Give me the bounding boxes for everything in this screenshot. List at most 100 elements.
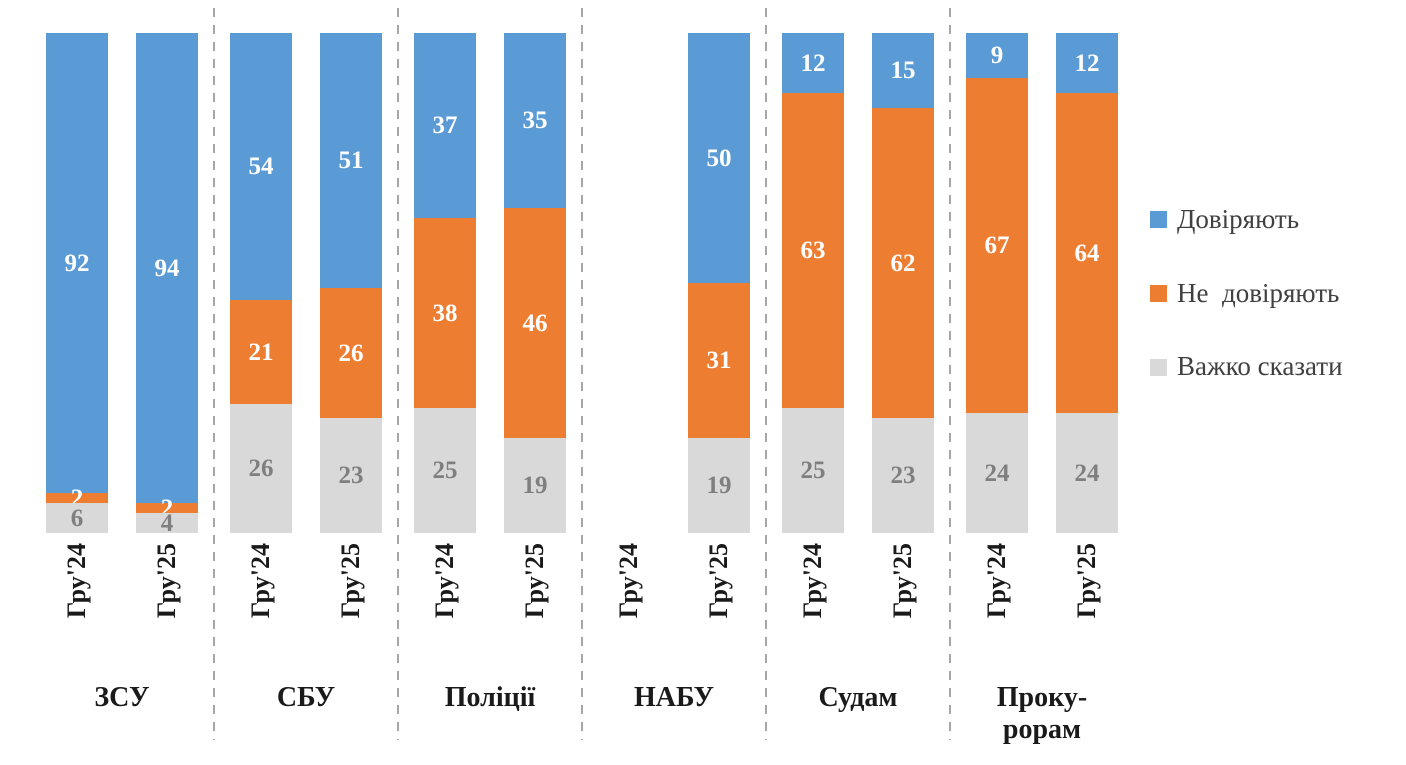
stacked-bar: 54 21 26	[230, 33, 292, 533]
bar-segment: 12	[782, 33, 844, 93]
bar-slot: 54 21 26	[230, 33, 292, 533]
group-label: Поліції	[444, 682, 536, 713]
bar-value-label: 19	[522, 472, 548, 499]
bar-value-label: 6	[70, 504, 84, 532]
stacked-bar: 35 46 19	[504, 33, 566, 533]
bar-slot: 92 2 6	[46, 33, 108, 533]
bar-segment: 4	[136, 511, 198, 536]
bar-segment: 9	[966, 33, 1028, 78]
bar-segment: 38	[414, 218, 476, 408]
stacked-bar: 94 2 4	[136, 33, 198, 536]
bar-value-label: 92	[64, 249, 90, 277]
group-label: Проку-рорам	[996, 682, 1088, 746]
bar-value-label: 67	[984, 232, 1010, 259]
stacked-bar: 51 26 23	[320, 33, 382, 533]
bar-segment: 62	[872, 108, 934, 418]
legend-label: Не довіряють	[1177, 277, 1340, 308]
bar-value-label: 35	[522, 107, 548, 134]
bar-value-label: 9	[990, 42, 1004, 69]
bar-segment: 25	[782, 408, 844, 533]
x-axis-tick-label: Гру'25	[520, 543, 549, 619]
bar-segment: 15	[872, 33, 934, 108]
legend-label: Важко сказати	[1177, 351, 1343, 382]
bar-segment: 12	[1056, 33, 1118, 93]
bar-value-label: 31	[706, 347, 732, 374]
bar-segment: 94	[136, 33, 198, 503]
bar-segment: 35	[504, 33, 566, 208]
bar-value-label: 54	[248, 153, 274, 181]
bar-slot: 12 63 25	[782, 33, 844, 533]
bar-segment: 26	[320, 288, 382, 418]
bar-value-label: 64	[1074, 239, 1100, 267]
chart-group: 50 31 19 Гру'24 Гру'25 НАБУ	[582, 33, 766, 746]
bar-segment: 21	[230, 300, 292, 405]
bar-slot: 94 2 4	[136, 33, 198, 536]
x-axis-tick-label: Гру'24	[430, 543, 459, 619]
bar-segment: 25	[414, 408, 476, 533]
x-axis-tick-label: Гру'24	[246, 543, 275, 619]
group-separator-line	[397, 8, 399, 740]
chart-legend: Довіряють Не довіряють Важко сказати	[1150, 204, 1343, 382]
bar-value-label: 25	[432, 457, 458, 484]
bar-value-label: 12	[800, 49, 826, 77]
bar-segment: 23	[872, 418, 934, 533]
group-separator-line	[949, 8, 951, 740]
bar-slot: 51 26 23	[320, 33, 382, 533]
bar-value-label: 50	[706, 144, 732, 172]
bar-segment: 6	[46, 503, 108, 533]
bar-value-label: 38	[432, 299, 458, 327]
x-axis-tick-label: Гру'25	[1072, 543, 1101, 619]
group-label: Судам	[818, 682, 898, 713]
chart-group: 92 2 6 94 2 4 Гру'24 Гру'25 ЗСУ	[30, 33, 214, 746]
bar-segment: 26	[230, 404, 292, 533]
x-axis-tick-label: Гру'25	[336, 543, 365, 619]
legend-item: Важко сказати	[1150, 352, 1343, 382]
bar-segment: 51	[320, 33, 382, 288]
bar-value-label: 94	[154, 254, 180, 282]
x-axis-tick-label: Гру'24	[62, 543, 91, 619]
group-separator-line	[765, 8, 767, 740]
stacked-bar-chart: 92 2 6 94 2 4 Гру'24 Гру'25 ЗСУ 54 21 26 51 26 23 Гру'2…	[30, 8, 1134, 746]
legend-swatch	[1150, 211, 1167, 229]
bar-value-label: 19	[706, 472, 732, 499]
bar-value-label: 21	[248, 338, 274, 366]
legend-item: Не довіряють	[1150, 277, 1343, 309]
stacked-bar: 92 2 6	[46, 33, 108, 533]
bar-value-label: 26	[248, 455, 274, 483]
bar-value-label: 12	[1074, 49, 1100, 77]
x-axis-tick-label: Гру'25	[888, 543, 917, 619]
stacked-bar: 12 64 24	[1056, 33, 1118, 533]
x-axis-tick-label: Гру'25	[152, 543, 181, 619]
bar-segment: 19	[504, 438, 566, 533]
group-label: СБУ	[276, 682, 336, 713]
bar-segment: 31	[688, 283, 750, 438]
bar-segment: 63	[782, 93, 844, 408]
bar-value-label: 23	[890, 462, 916, 489]
stacked-bar: 50 31 19	[688, 33, 750, 533]
group-label: НАБУ	[633, 682, 715, 713]
x-axis-tick-label: Гру'25	[704, 543, 733, 619]
chart-group: 54 21 26 51 26 23 Гру'24 Гру'25 СБУ	[214, 33, 398, 746]
bar-slot: 35 46 19	[504, 33, 566, 533]
bar-segment: 2	[46, 486, 108, 511]
bar-value-label: 24	[1074, 459, 1100, 487]
bar-slot: 37 38 25	[414, 33, 476, 533]
bar-segment: 50	[688, 33, 750, 283]
x-axis-tick-label: Гру'24	[982, 543, 1011, 619]
bar-slot	[598, 33, 660, 533]
group-label: ЗСУ	[94, 682, 150, 713]
bar-segment: 46	[504, 208, 566, 438]
stacked-bar: 15 62 23	[872, 33, 934, 533]
bar-value-label: 23	[338, 462, 364, 489]
bar-value-label: 46	[522, 309, 548, 337]
bar-segment: 92	[46, 33, 108, 493]
stacked-bar: 12 63 25	[782, 33, 844, 533]
bar-value-label: 26	[338, 339, 364, 367]
bar-slot: 9 67 24	[966, 33, 1028, 533]
bar-segment: 24	[966, 413, 1028, 533]
bar-segment: 24	[1056, 413, 1118, 533]
legend-swatch	[1150, 285, 1167, 303]
bar-value-label: 25	[800, 457, 826, 484]
x-axis-tick-label: Гру'24	[614, 543, 643, 619]
bar-segment: 19	[688, 438, 750, 533]
